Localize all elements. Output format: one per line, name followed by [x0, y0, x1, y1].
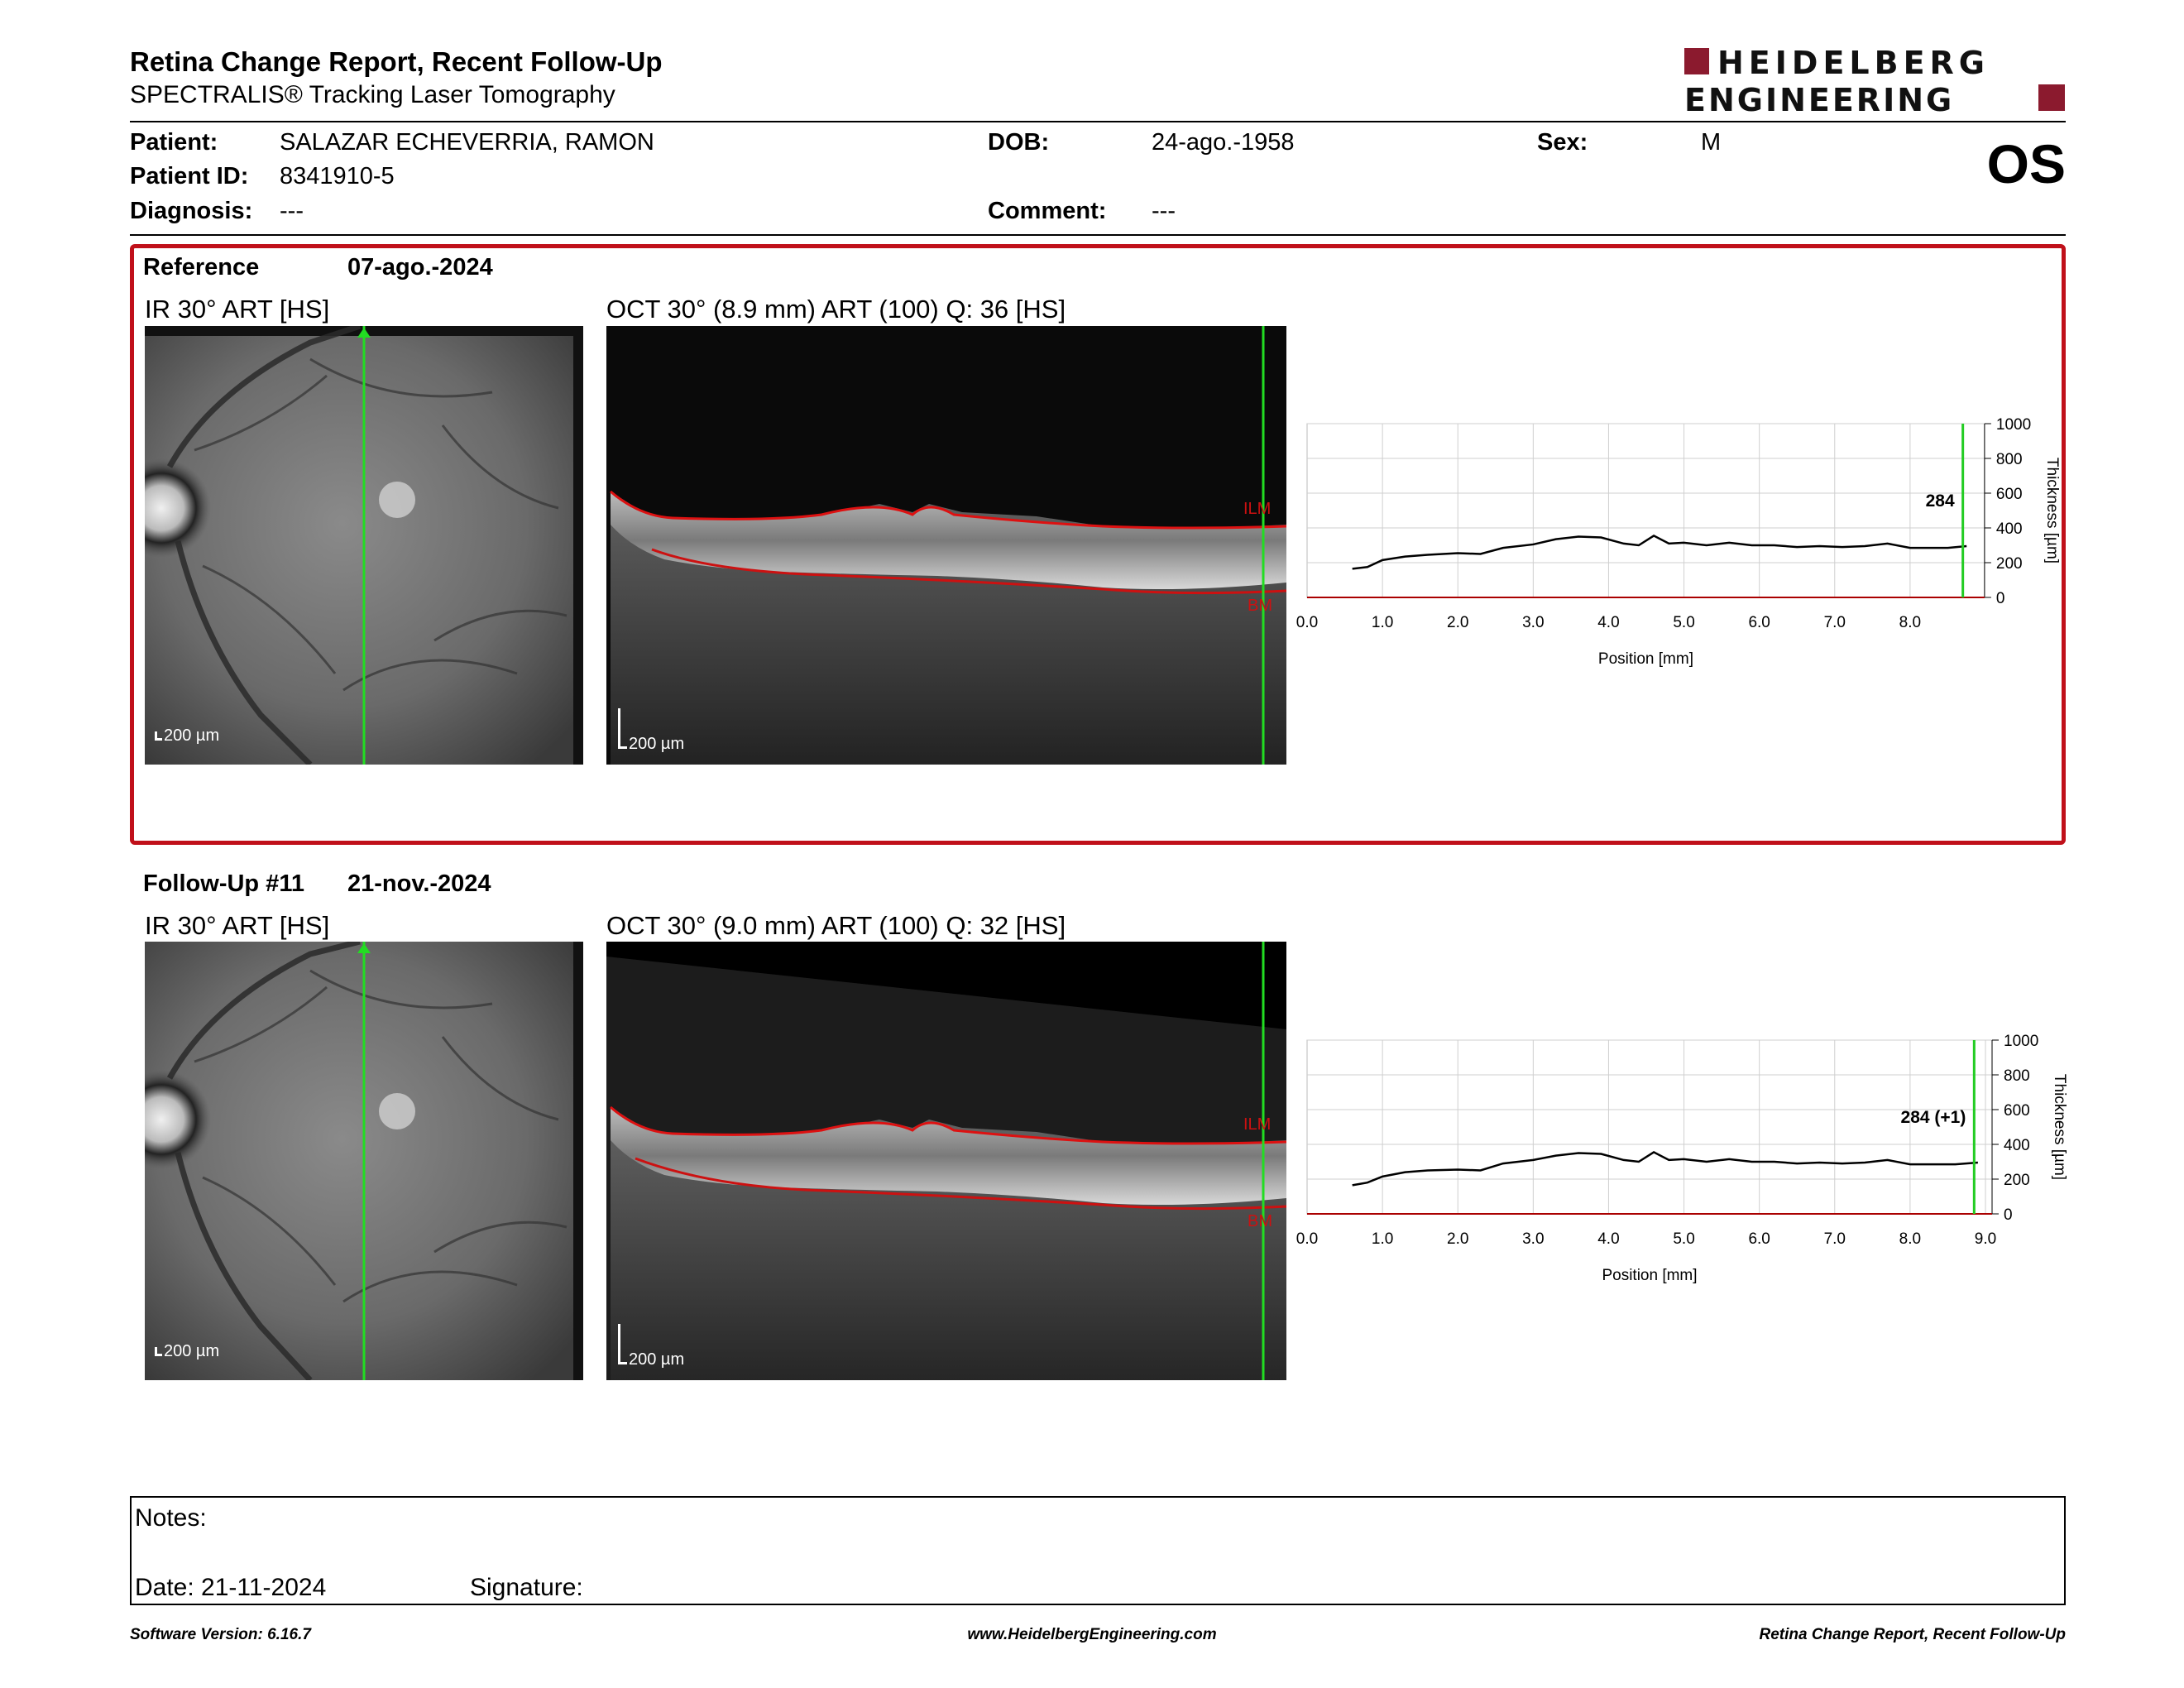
followup-chart-ytick-label: 400 — [2004, 1137, 2030, 1154]
eye-indicator: OS — [1986, 133, 2066, 194]
reference-chart-xtick-label: 4.0 — [1597, 614, 1619, 631]
followup-chart-xtick-label: 9.0 — [1975, 1230, 1996, 1248]
reference-chart-ytick-label: 600 — [1996, 486, 2023, 503]
followup-heading: Follow-Up #11 — [143, 870, 304, 897]
reference-bm-label: BM — [1248, 597, 1272, 615]
followup-chart-xtick-label: 5.0 — [1673, 1230, 1694, 1248]
reference-ir-image: 200 µm — [145, 326, 583, 765]
followup-ir-scale: 200 µm — [155, 1342, 219, 1361]
reference-oct-image: ILM BM 200 µm — [606, 326, 1286, 765]
followup-chart-plot-area — [1306, 1039, 1993, 1215]
reference-oct-scale: 200 µm — [618, 708, 684, 754]
followup-chart-xtick-label: 1.0 — [1372, 1230, 1393, 1248]
followup-chart-xtick-label: 0.0 — [1296, 1230, 1318, 1248]
followup-oct-image: ILM BM 200 µm — [606, 942, 1286, 1380]
reference-ir-label: IR 30° ART [HS] — [145, 295, 330, 324]
followup-chart-marker-label: 284 (+1) — [1901, 1108, 1966, 1127]
diagnosis-label: Diagnosis: — [130, 198, 253, 224]
notes-box — [130, 1496, 2066, 1605]
reference-ir-scale: 200 µm — [155, 727, 219, 746]
followup-chart-xtick-label: 3.0 — [1522, 1230, 1544, 1248]
followup-chart-xtick-label: 6.0 — [1748, 1230, 1770, 1248]
patient-id-label: Patient ID: — [130, 163, 249, 189]
reference-date: 07-ago.-2024 — [347, 254, 493, 281]
dob-value: 24-ago.-1958 — [1152, 129, 1295, 156]
reference-chart-ylabel: Thickness [µm] — [2043, 458, 2061, 563]
heidelberg-logo: HEIDELBERG ENGINEERING — [1684, 46, 2065, 116]
reference-chart-ytick-label: 400 — [1996, 520, 2023, 538]
followup-chart-ytick-label: 800 — [2004, 1067, 2030, 1085]
followup-oct-scale: 200 µm — [618, 1324, 684, 1369]
footer-report: Retina Change Report, Recent Follow-Up — [1759, 1626, 2066, 1643]
notes-date: Date: 21-11-2024 — [135, 1574, 327, 1601]
reference-ilm-label: ILM — [1243, 500, 1271, 518]
reference-frame — [130, 244, 2066, 845]
followup-chart-ytick-label: 1000 — [2004, 1033, 2038, 1050]
dob-label: DOB: — [988, 129, 1050, 156]
followup-thickness-chart: 0.0 1.0 2.0 3.0 4.0 5.0 6.0 7.0 8.0 9.0 0 200 400 600… — [1296, 1033, 2068, 1284]
followup-chart-ylabel: Thickness [µm] — [2051, 1074, 2068, 1180]
reference-chart-ytick-label: 800 — [1996, 451, 2023, 468]
followup-chart-ytick-label: 0 — [2004, 1206, 2013, 1224]
reference-chart-plot-area — [1306, 423, 1985, 598]
report-subtitle: SPECTRALIS® Tracking Laser Tomography — [130, 81, 615, 108]
reference-chart-ytick-label: 0 — [1996, 590, 2005, 607]
followup-chart-ytick-label: 200 — [2004, 1172, 2030, 1189]
logo-line1: HEIDELBERG — [1717, 46, 1990, 81]
followup-chart-xtick-label: 4.0 — [1597, 1230, 1619, 1248]
reference-chart-xtick-label: 6.0 — [1748, 614, 1770, 631]
logo-line2: ENGINEERING — [1684, 82, 1954, 116]
followup-chart-ytick-label: 600 — [2004, 1102, 2030, 1120]
comment-value: --- — [1152, 198, 1176, 224]
header-rule — [130, 121, 2066, 122]
reference-chart-xtick-label: 3.0 — [1522, 614, 1544, 631]
sex-value: M — [1701, 129, 1722, 156]
followup-bm-label: BM — [1248, 1212, 1272, 1230]
followup-ilm-label: ILM — [1243, 1115, 1271, 1134]
patient-id-value: 8341910-5 — [280, 163, 395, 189]
reference-oct-label: OCT 30° (8.9 mm) ART (100) Q: 36 [HS] — [606, 295, 1066, 324]
comment-label: Comment: — [988, 198, 1107, 224]
followup-chart-xtick-label: 8.0 — [1899, 1230, 1921, 1248]
reference-chart-xtick-label: 7.0 — [1824, 614, 1846, 631]
patient-label: Patient: — [130, 129, 218, 156]
followup-chart-xlabel: Position [mm] — [1602, 1267, 1697, 1284]
reference-chart-xtick-label: 1.0 — [1372, 614, 1393, 631]
sex-label: Sex: — [1537, 129, 1588, 156]
reference-chart-xtick-label: 8.0 — [1899, 614, 1921, 631]
reference-chart-xlabel: Position [mm] — [1598, 650, 1693, 668]
followup-oct-label: OCT 30° (9.0 mm) ART (100) Q: 32 [HS] — [606, 911, 1066, 940]
followup-ir-label: IR 30° ART [HS] — [145, 911, 330, 940]
reference-chart-series-line — [1352, 535, 1967, 570]
footer-software: Software Version: 6.16.7 — [130, 1626, 311, 1643]
diagnosis-value: --- — [280, 198, 304, 224]
reference-thickness-chart: 0.0 1.0 2.0 3.0 4.0 5.0 6.0 7.0 8.0 0 200 400 600 800… — [1296, 416, 2061, 668]
signature-label: Signature: — [470, 1574, 583, 1601]
reference-chart-xtick-label: 5.0 — [1673, 614, 1694, 631]
followup-chart-xtick-label: 2.0 — [1447, 1230, 1468, 1248]
followup-chart-xtick-label: 7.0 — [1824, 1230, 1846, 1248]
reference-chart-xtick-label: 2.0 — [1447, 614, 1468, 631]
footer-website: www.HeidelbergEngineering.com — [967, 1626, 1217, 1643]
patient-name: SALAZAR ECHEVERRIA, RAMON — [280, 129, 654, 156]
followup-date: 21-nov.-2024 — [347, 870, 491, 897]
reference-chart-xtick-label: 0.0 — [1296, 614, 1318, 631]
reference-heading: Reference — [143, 254, 260, 281]
reference-chart-ytick-label: 1000 — [1996, 416, 2031, 434]
patient-rule — [130, 234, 2066, 236]
notes-label: Notes: — [135, 1504, 207, 1532]
reference-chart-marker-label: 284 — [1926, 492, 1955, 511]
followup-chart-series-line — [1352, 1151, 1978, 1187]
followup-ir-image: 200 µm — [145, 942, 583, 1380]
reference-chart-ytick-label: 200 — [1996, 555, 2023, 573]
report-title: Retina Change Report, Recent Follow-Up — [130, 46, 663, 77]
